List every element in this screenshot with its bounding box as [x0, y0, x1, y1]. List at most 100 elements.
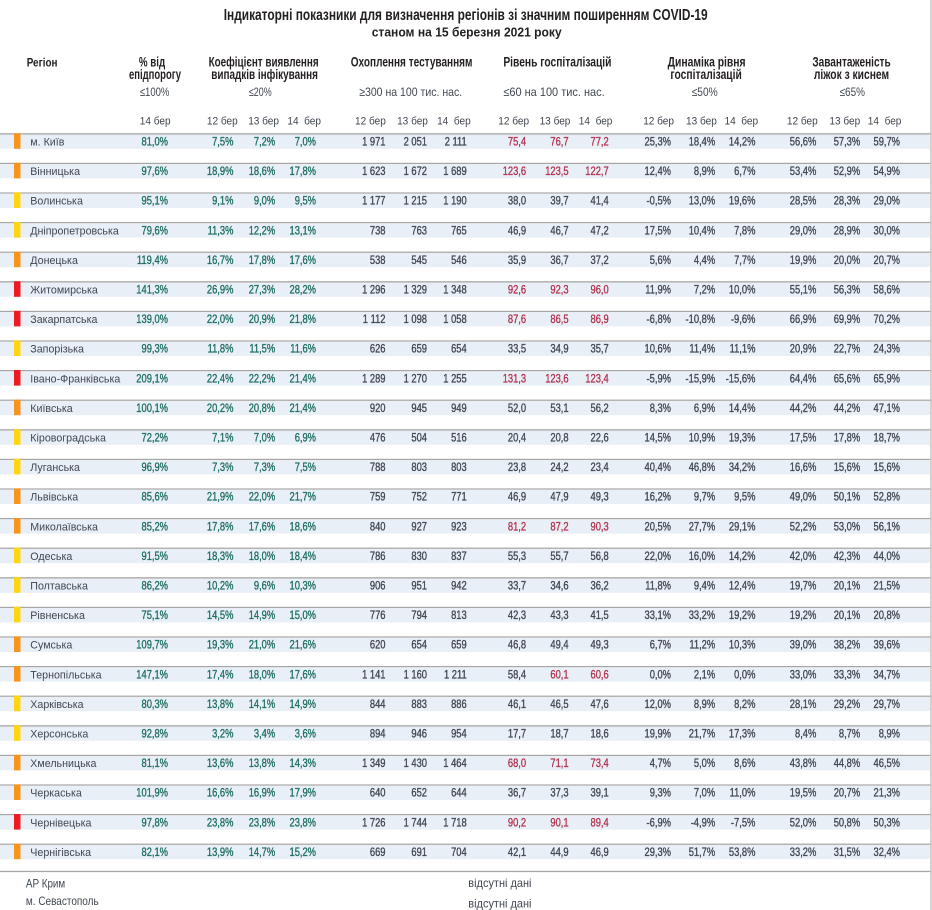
svg-text:20,4: 20,4: [508, 431, 526, 445]
svg-text:47,2: 47,2: [591, 223, 609, 237]
svg-text:14,7%: 14,7%: [249, 845, 276, 859]
svg-text:92,3: 92,3: [550, 283, 568, 297]
svg-text:81,1%: 81,1%: [142, 756, 169, 770]
svg-text:50,3%: 50,3%: [874, 815, 901, 829]
svg-text:80,3%: 80,3%: [142, 697, 169, 711]
svg-text:54,9%: 54,9%: [874, 164, 901, 178]
svg-text:640: 640: [370, 786, 386, 800]
svg-text:42,3: 42,3: [508, 608, 526, 622]
svg-text:38,2%: 38,2%: [834, 638, 861, 652]
svg-text:17,3%: 17,3%: [729, 727, 756, 741]
svg-text:123,4: 123,4: [585, 371, 609, 385]
svg-text:1 112: 1 112: [363, 312, 386, 326]
svg-text:37,2: 37,2: [591, 253, 609, 267]
svg-text:13,9%: 13,9%: [207, 845, 234, 859]
svg-text:20,1%: 20,1%: [834, 608, 861, 622]
svg-text:546: 546: [451, 253, 467, 267]
svg-text:12,4%: 12,4%: [645, 164, 672, 178]
svg-text:1 464: 1 464: [443, 756, 467, 770]
svg-text:Тернопільська: Тернопільська: [30, 669, 102, 681]
svg-text:-4,9%: -4,9%: [691, 815, 716, 829]
svg-text:9,3%: 9,3%: [650, 786, 672, 800]
svg-text:87,6: 87,6: [508, 312, 526, 326]
svg-text:60,1: 60,1: [550, 667, 568, 681]
svg-text:22,0%: 22,0%: [207, 312, 234, 326]
svg-text:14 бер: 14 бер: [868, 115, 902, 127]
svg-text:Івано-Франківська: Івано-Франківська: [30, 373, 121, 385]
svg-text:49,0%: 49,0%: [790, 490, 817, 504]
svg-text:18,6%: 18,6%: [290, 519, 317, 533]
svg-text:18,3%: 18,3%: [207, 549, 234, 563]
svg-text:704: 704: [451, 845, 467, 859]
svg-text:92,6: 92,6: [508, 283, 526, 297]
svg-text:22,0%: 22,0%: [249, 490, 276, 504]
svg-text:1 348: 1 348: [443, 283, 467, 297]
svg-text:Індикаторні показники для визн: Індикаторні показники для визначення рег…: [224, 7, 708, 24]
svg-text:22,2%: 22,2%: [249, 371, 276, 385]
svg-text:1 296: 1 296: [362, 283, 386, 297]
svg-text:13 бер: 13 бер: [540, 115, 571, 127]
svg-text:46,8%: 46,8%: [689, 460, 716, 474]
svg-text:33,3%: 33,3%: [834, 667, 861, 681]
svg-text:21,5%: 21,5%: [874, 579, 901, 593]
svg-text:6,9%: 6,9%: [295, 431, 317, 445]
svg-text:72,2%: 72,2%: [142, 431, 169, 445]
svg-text:52,0%: 52,0%: [790, 815, 817, 829]
svg-text:33,1%: 33,1%: [645, 608, 672, 622]
svg-text:56,1%: 56,1%: [874, 519, 901, 533]
svg-text:АР Крим: АР Крим: [26, 876, 65, 890]
svg-text:14,2%: 14,2%: [729, 135, 756, 149]
svg-text:65,6%: 65,6%: [834, 371, 861, 385]
svg-text:1 098: 1 098: [404, 312, 428, 326]
svg-text:1 726: 1 726: [362, 815, 386, 829]
svg-text:55,7: 55,7: [550, 549, 568, 563]
svg-text:0,0%: 0,0%: [650, 667, 672, 681]
svg-text:Херсонська: Херсонська: [30, 729, 89, 741]
svg-text:11,5%: 11,5%: [249, 342, 275, 356]
svg-text:1 744: 1 744: [404, 815, 428, 829]
svg-text:1 349: 1 349: [362, 756, 386, 770]
svg-text:11,3%: 11,3%: [208, 223, 234, 237]
svg-text:14 бер: 14 бер: [287, 115, 321, 127]
svg-text:46,8: 46,8: [508, 638, 526, 652]
svg-text:Дніпропетровська: Дніпропетровська: [30, 225, 119, 237]
svg-text:42,0%: 42,0%: [790, 549, 817, 563]
svg-text:1 160: 1 160: [404, 667, 428, 681]
svg-text:52,0: 52,0: [508, 401, 526, 415]
svg-text:≤20%: ≤20%: [249, 85, 272, 99]
svg-text:19,9%: 19,9%: [790, 253, 817, 267]
svg-text:60,6: 60,6: [591, 667, 609, 681]
svg-text:620: 620: [370, 638, 386, 652]
svg-text:17,6%: 17,6%: [249, 519, 276, 533]
svg-text:20,5%: 20,5%: [645, 519, 672, 533]
svg-text:19,6%: 19,6%: [729, 194, 756, 208]
svg-text:Львівська: Львівська: [30, 492, 79, 504]
svg-text:20,0%: 20,0%: [834, 253, 861, 267]
svg-text:19,7%: 19,7%: [790, 579, 817, 593]
svg-text:Одеська: Одеська: [30, 551, 73, 563]
svg-text:Кіровоградська: Кіровоградська: [30, 433, 107, 445]
svg-text:22,7%: 22,7%: [834, 342, 861, 356]
svg-text:29,7%: 29,7%: [874, 697, 901, 711]
svg-text:8,3%: 8,3%: [650, 401, 672, 415]
svg-text:659: 659: [411, 342, 427, 356]
svg-text:38,0: 38,0: [508, 194, 526, 208]
svg-text:-0,5%: -0,5%: [647, 194, 672, 208]
svg-text:765: 765: [451, 223, 467, 237]
svg-text:18,0%: 18,0%: [249, 667, 276, 681]
svg-text:18,4%: 18,4%: [689, 135, 716, 149]
svg-text:Донецька: Донецька: [30, 255, 78, 267]
svg-text:Рівненська: Рівненська: [30, 610, 85, 622]
svg-text:12 бер: 12 бер: [498, 115, 529, 127]
svg-text:м. Севастополь: м. Севастополь: [26, 894, 99, 908]
svg-text:31,5%: 31,5%: [834, 845, 861, 859]
svg-text:13,8%: 13,8%: [207, 697, 234, 711]
svg-text:7,3%: 7,3%: [254, 460, 276, 474]
svg-text:12 бер: 12 бер: [643, 115, 674, 127]
svg-text:17,9%: 17,9%: [290, 786, 317, 800]
svg-text:954: 954: [451, 727, 467, 741]
svg-text:12 бер: 12 бер: [787, 115, 818, 127]
svg-text:58,6%: 58,6%: [874, 283, 901, 297]
svg-text:9,0%: 9,0%: [254, 194, 276, 208]
svg-text:1 058: 1 058: [443, 312, 467, 326]
